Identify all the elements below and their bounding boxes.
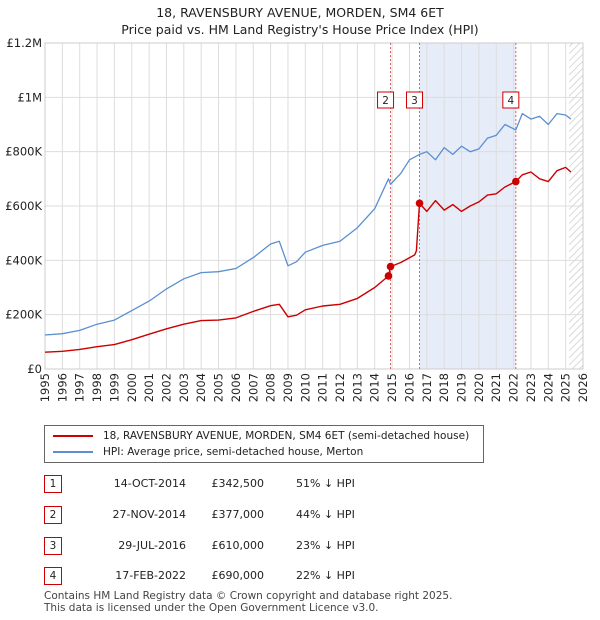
transaction-point [386, 262, 395, 271]
x-tick-label: 2017 [420, 373, 434, 402]
footer-copyright: Contains HM Land Registry data © Crown c… [44, 590, 453, 602]
x-tick-label: 2004 [194, 373, 208, 402]
transaction-hpi-diff: 23% ↓ HPI [296, 539, 355, 552]
y-tick-label: £600K [5, 199, 42, 213]
x-tick-label: 1999 [107, 373, 121, 402]
legend-swatch-property [53, 435, 93, 437]
legend: 18, RAVENSBURY AVENUE, MORDEN, SM4 6ET (… [44, 425, 484, 463]
transaction-date: 27-NOV-2014 [112, 508, 186, 521]
y-tick-label: £0 [27, 362, 42, 376]
legend-swatch-hpi [53, 451, 93, 453]
x-tick-label: 1997 [73, 373, 87, 402]
transaction-point [415, 199, 424, 208]
transaction-date: 17-FEB-2022 [115, 569, 186, 582]
x-tick-label: 2000 [125, 373, 139, 402]
legend-item-property: 18, RAVENSBURY AVENUE, MORDEN, SM4 6ET (… [53, 428, 469, 444]
chart-marker-label: 3 [406, 91, 424, 109]
legend-label-hpi: HPI: Average price, semi-detached house,… [103, 446, 364, 458]
x-tick-label: 2019 [455, 373, 469, 402]
transaction-badge: 3 [44, 537, 62, 555]
x-tick-label: 2022 [507, 373, 521, 402]
transaction-date: 29-JUL-2016 [118, 539, 186, 552]
x-tick-label: 2010 [298, 373, 312, 402]
chart-marker-label: 2 [377, 91, 395, 109]
transaction-row: 4 17-FEB-2022 £690,000 22% ↓ HPI [0, 567, 600, 589]
chart-marker-label: 4 [502, 91, 520, 109]
x-tick-label: 2009 [281, 373, 295, 402]
y-tick-label: £200K [5, 308, 42, 322]
x-tick-label: 2002 [159, 373, 173, 402]
chart-title: 18, RAVENSBURY AVENUE, MORDEN, SM4 6ET [156, 5, 444, 20]
x-tick-label: 2011 [316, 373, 330, 402]
x-tick-label: 2026 [576, 373, 590, 402]
footer: Contains HM Land Registry data © Crown c… [44, 590, 452, 614]
x-tick-label: 2005 [212, 373, 226, 402]
marker-number: 4 [507, 95, 514, 107]
transaction-price: £377,000 [211, 508, 265, 521]
x-tick-label: 2006 [229, 373, 243, 402]
transaction-hpi-diff: 22% ↓ HPI [296, 569, 355, 582]
x-tick-label: 2023 [524, 373, 538, 402]
chart-subtitle: Price paid vs. HM Land Registry's House … [121, 22, 479, 37]
transaction-date: 14-OCT-2014 [113, 477, 186, 490]
legend-item-hpi: HPI: Average price, semi-detached house,… [53, 444, 363, 460]
x-tick-label: 2012 [333, 373, 347, 402]
transaction-badge: 4 [44, 567, 62, 585]
y-tick-label: £800K [5, 145, 42, 159]
series-line-hpi [44, 112, 572, 336]
marker-box [406, 91, 424, 109]
transaction-hpi-diff: 44% ↓ HPI [296, 508, 355, 521]
transaction-row: 2 27-NOV-2014 £377,000 44% ↓ HPI [0, 506, 600, 528]
x-tick-label: 2007 [246, 373, 260, 402]
marker-box [502, 91, 520, 109]
x-tick-label: 2015 [385, 373, 399, 402]
x-tick-label: 2001 [142, 373, 156, 402]
x-tick-label: 2020 [472, 373, 486, 402]
x-tick-label: 1996 [55, 373, 69, 402]
marker-number: 3 [411, 95, 418, 107]
y-tick-label: £1M [17, 90, 42, 104]
marker-box [377, 91, 395, 109]
transaction-hpi-diff: 51% ↓ HPI [296, 477, 355, 490]
transaction-badge: 1 [44, 475, 62, 493]
x-tick-label: 1998 [90, 373, 104, 402]
x-tick-label: 2013 [350, 373, 364, 402]
y-tick-label: £1.2M [6, 36, 42, 50]
footer-licence: This data is licensed under the Open Gov… [44, 602, 379, 614]
x-tick-label: 2014 [368, 373, 382, 402]
x-tick-label: 2024 [541, 373, 555, 402]
transaction-row: 1 14-OCT-2014 £342,500 51% ↓ HPI [0, 475, 600, 497]
x-tick-label: 1995 [38, 373, 52, 402]
x-tick-label: 2021 [489, 373, 503, 402]
marker-number: 2 [382, 95, 389, 107]
x-tick-label: 2025 [559, 373, 573, 402]
plot-border [44, 42, 584, 370]
transaction-point [512, 177, 520, 186]
transaction-price: £610,000 [211, 539, 265, 552]
x-tick-label: 2003 [177, 373, 191, 402]
y-tick-label: £400K [5, 253, 42, 267]
x-tick-label: 2016 [402, 373, 416, 402]
legend-label-property: 18, RAVENSBURY AVENUE, MORDEN, SM4 6ET (… [103, 430, 470, 442]
transaction-point [384, 272, 393, 280]
x-tick-label: 2018 [437, 373, 451, 402]
transaction-badge: 2 [44, 506, 62, 524]
transaction-price: £690,000 [211, 569, 265, 582]
series-line-property [44, 166, 572, 353]
x-tick-label: 2008 [264, 373, 278, 402]
transaction-price: £342,500 [211, 477, 265, 490]
transaction-row: 3 29-JUL-2016 £610,000 23% ↓ HPI [0, 537, 600, 559]
price-chart: £0 £200K £400K £600K £800K £1M £1.2M 1995 1996 19… [5, 36, 590, 402]
